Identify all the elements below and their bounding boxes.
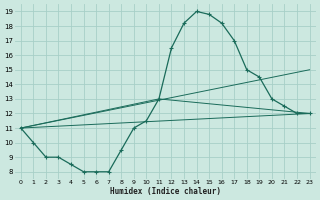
X-axis label: Humidex (Indice chaleur): Humidex (Indice chaleur) <box>110 187 221 196</box>
